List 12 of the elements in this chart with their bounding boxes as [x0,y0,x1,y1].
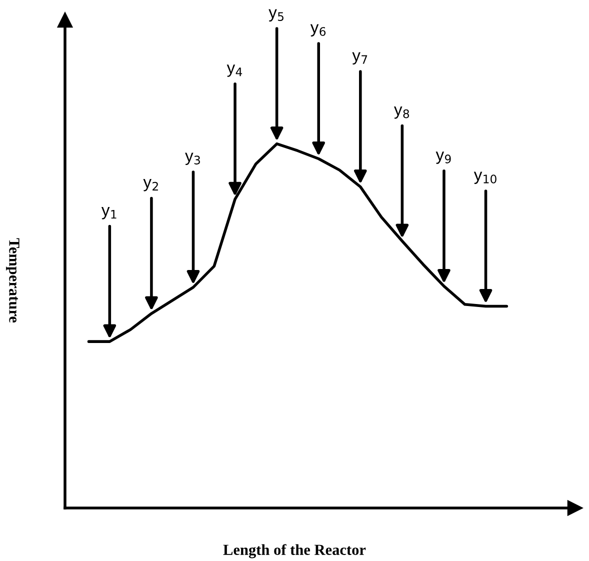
annotation: y$_{1}$ [101,207,116,220]
text: y$_{8}$ [394,106,410,119]
text: y$_{4}$ [226,64,242,77]
text: y$_{5}$ [268,9,284,22]
x-axis-title: Length of the Reactor [223,544,366,558]
annotation: y$_{2}$ [143,178,158,192]
y-axis-title: Temperature [6,238,20,323]
text: y$_{6}$ [310,24,326,36]
annotation: y$_{9}$ [436,152,451,164]
text: y$_{7}$ [352,52,368,64]
annotation: y$_{10}$ [474,172,496,184]
annotation: y$_{3}$ [185,152,200,166]
